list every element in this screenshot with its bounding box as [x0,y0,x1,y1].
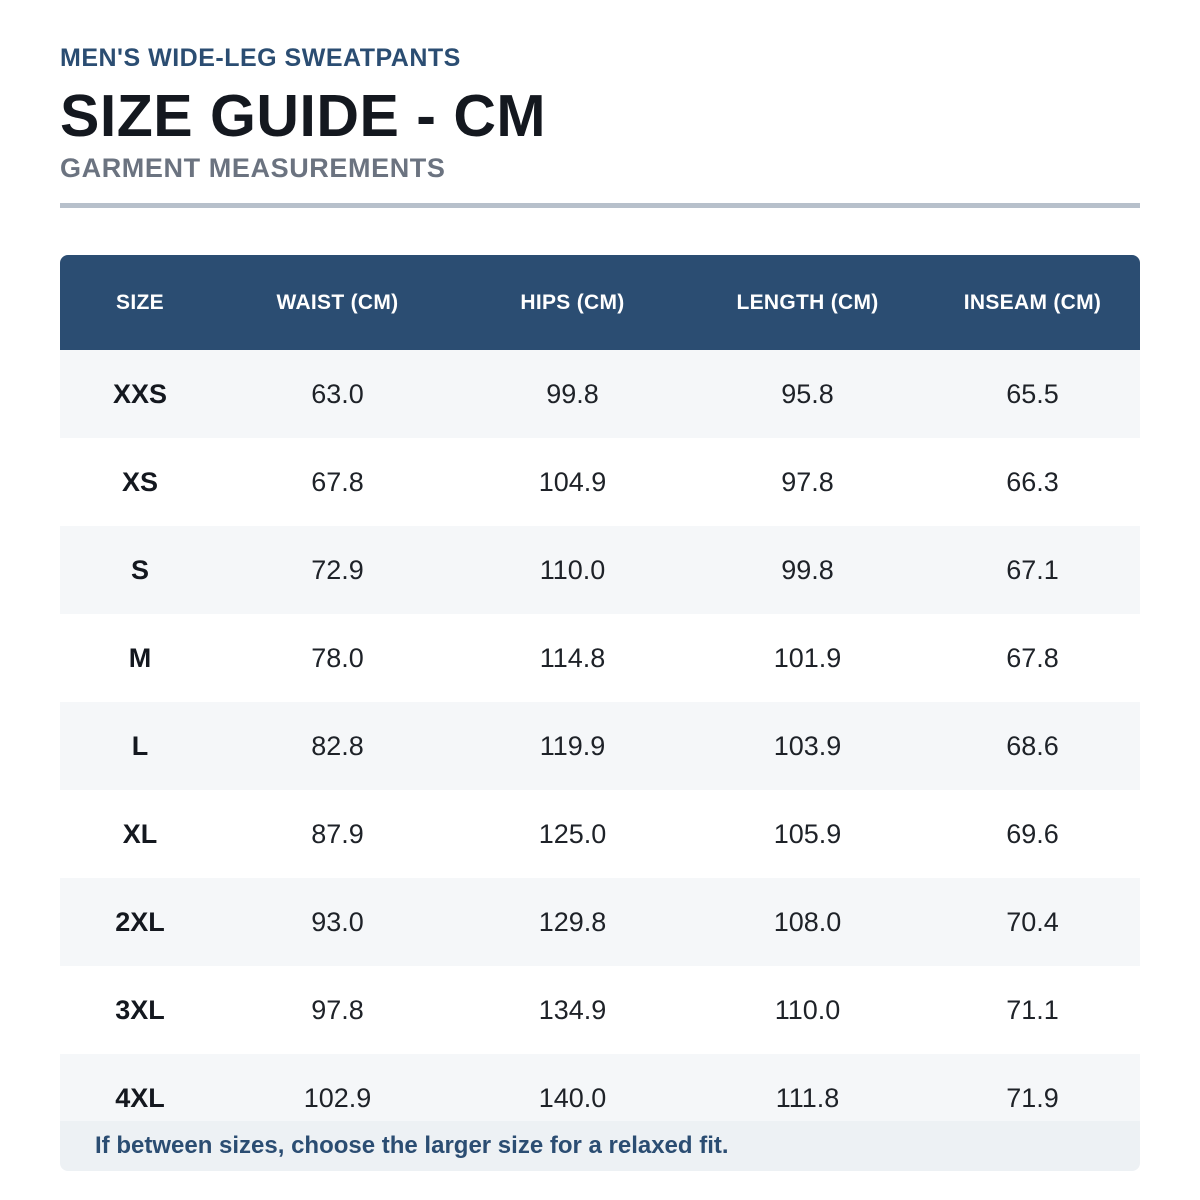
cell-inseam: 65.5 [1006,378,1059,409]
cell-hips: 119.9 [539,730,606,761]
cell-waist: 87.9 [311,818,364,849]
cell-inseam: 70.4 [1006,906,1059,937]
cell-size: 2XL [115,906,165,937]
cell-length: 111.8 [775,1082,840,1113]
cell-size: L [131,730,149,761]
cell-inseam: 67.8 [1006,642,1059,673]
cell-length: 95.8 [781,378,834,409]
column-header-hips: HIPS (CM) [520,290,625,314]
column-header-length: LENGTH (CM) [736,290,879,314]
header-divider [60,203,1140,208]
column-header-size: SIZE [116,290,164,314]
table-row: 2XL 93.0 129.8 108.0 70.4 [60,878,1140,966]
column-header-inseam: INSEAM (CM) [963,290,1102,314]
size-table: SIZE WAIST (CM) HIPS (CM) LENGTH (CM) IN… [60,255,1140,1142]
cell-hips: 114.8 [539,642,606,673]
cell-hips: 110.0 [539,554,606,585]
cell-size: 4XL [115,1082,165,1113]
cell-size: 3XL [115,994,165,1025]
cell-waist: 93.0 [311,906,364,937]
cell-size: M [128,642,152,673]
table-row: M 78.0 114.8 101.9 67.8 [60,614,1140,702]
table-row: XS 67.8 104.9 97.8 66.3 [60,438,1140,526]
cell-waist: 78.0 [311,642,364,673]
cell-size: XXS [112,378,168,409]
cell-waist: 102.9 [303,1082,372,1113]
table-row: S 72.9 110.0 99.8 67.1 [60,526,1140,614]
page-title: SIZE GUIDE - CM [60,83,547,149]
cell-inseam: 66.3 [1006,466,1059,497]
table-row: XL 87.9 125.0 105.9 69.6 [60,790,1140,878]
cell-size: S [130,554,149,585]
cell-size: XL [122,818,158,849]
fit-note-text: If between sizes, choose the larger size… [95,1132,729,1159]
fit-note: If between sizes, choose the larger size… [60,1121,1140,1171]
cell-inseam: 68.6 [1006,730,1059,761]
cell-waist: 72.9 [311,554,364,585]
cell-hips: 125.0 [538,818,607,849]
table-row: L 82.8 119.9 103.9 68.6 [60,702,1140,790]
cell-hips: 104.9 [538,466,607,497]
cell-inseam: 67.1 [1006,554,1059,585]
cell-inseam: 69.6 [1006,818,1059,849]
cell-hips: 99.8 [546,378,599,409]
cell-length: 101.9 [773,642,842,673]
cell-waist: 97.8 [311,994,364,1025]
cell-length: 99.8 [781,554,834,585]
cell-hips: 140.0 [538,1082,607,1113]
cell-inseam: 71.1 [1006,994,1059,1025]
product-name: MEN'S WIDE-LEG SWEATPANTS [60,44,461,72]
table-row: 3XL 97.8 134.9 110.0 71.1 [60,966,1140,1054]
page-subtitle: GARMENT MEASUREMENTS [60,153,446,183]
cell-length: 110.0 [774,994,841,1025]
cell-size: XS [121,466,159,497]
cell-length: 97.8 [781,466,834,497]
cell-waist: 82.8 [311,730,364,761]
cell-hips: 134.9 [538,994,607,1025]
cell-waist: 67.8 [311,466,364,497]
table-row: XXS 63.0 99.8 95.8 65.5 [60,350,1140,438]
cell-length: 105.9 [773,818,842,849]
cell-hips: 129.8 [538,906,607,937]
table-header-row: SIZE WAIST (CM) HIPS (CM) LENGTH (CM) IN… [60,255,1140,350]
cell-length: 108.0 [773,906,842,937]
cell-inseam: 71.9 [1006,1082,1059,1113]
column-header-waist: WAIST (CM) [276,290,399,314]
table-body: XXS 63.0 99.8 95.8 65.5 XS 67.8 104.9 97.8 66.3 S 7… [60,350,1140,1142]
cell-length: 103.9 [773,730,842,761]
cell-waist: 63.0 [311,378,364,409]
